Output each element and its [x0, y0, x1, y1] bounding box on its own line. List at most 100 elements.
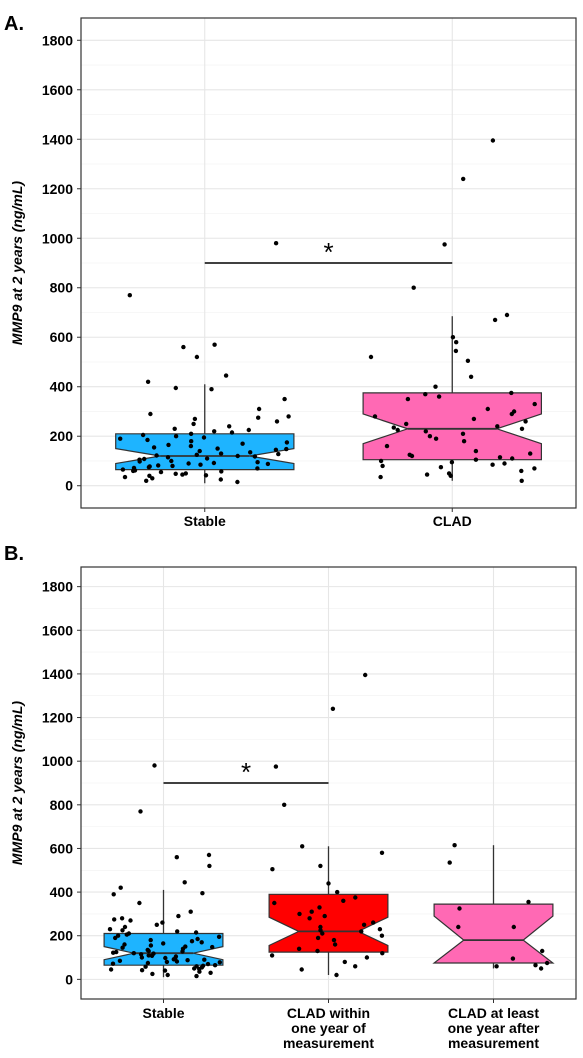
- data-point: [378, 474, 383, 480]
- data-point: [172, 426, 177, 431]
- data-point: [140, 432, 146, 438]
- data-point: [162, 968, 168, 973]
- data-point: [131, 468, 136, 474]
- data-point: [315, 948, 320, 954]
- data-point: [269, 953, 275, 958]
- data-point: [326, 881, 331, 886]
- data-point: [473, 448, 479, 454]
- data-point: [273, 764, 279, 769]
- data-point: [511, 924, 516, 930]
- data-point: [526, 899, 531, 905]
- x-tick-label-line: one year of: [291, 1020, 366, 1036]
- data-point: [282, 396, 287, 402]
- data-point: [461, 439, 467, 444]
- y-tick-label: 1800: [42, 32, 73, 48]
- data-point: [199, 940, 204, 945]
- data-point: [205, 961, 211, 967]
- data-point: [137, 459, 142, 464]
- y-tick-label: 1600: [42, 622, 73, 638]
- y-tick-label: 0: [65, 971, 73, 987]
- data-point: [174, 855, 179, 860]
- panel-label: A.: [4, 13, 24, 35]
- data-point: [145, 379, 151, 384]
- data-point: [165, 455, 171, 460]
- data-point: [227, 424, 232, 429]
- data-point: [363, 672, 368, 678]
- data-point: [131, 951, 136, 956]
- data-point: [272, 900, 277, 906]
- data-point: [307, 916, 312, 921]
- x-tick-label-line: measurement: [448, 1035, 539, 1051]
- data-point: [433, 384, 438, 389]
- y-tick-label: 1800: [42, 579, 73, 595]
- data-point: [270, 867, 275, 872]
- data-point: [509, 411, 514, 417]
- data-point: [240, 441, 245, 446]
- data-point: [165, 972, 170, 978]
- data-point: [256, 415, 261, 420]
- data-point: [148, 937, 153, 943]
- data-point: [317, 905, 322, 910]
- data-point: [113, 935, 118, 941]
- data-point: [180, 949, 185, 954]
- data-point: [473, 457, 479, 462]
- data-point: [359, 929, 364, 934]
- data-point: [361, 922, 367, 927]
- x-tick-label: CLAD within one year of measurement: [283, 1005, 374, 1051]
- data-point: [170, 463, 175, 469]
- data-point: [120, 928, 125, 933]
- y-tick-label: 400: [50, 379, 74, 395]
- data-point: [108, 967, 114, 972]
- data-point: [391, 425, 396, 430]
- data-point: [255, 460, 260, 465]
- data-point: [273, 241, 279, 246]
- data-point: [151, 445, 157, 450]
- x-tick-label-line: Stable: [184, 513, 226, 529]
- data-point: [300, 844, 305, 849]
- data-point: [194, 452, 199, 457]
- data-point: [309, 909, 314, 914]
- data-point: [189, 439, 194, 444]
- data-point: [510, 956, 516, 961]
- data-point: [198, 462, 203, 467]
- data-point: [112, 917, 117, 922]
- data-point: [143, 964, 148, 969]
- data-point: [173, 471, 178, 476]
- data-point: [173, 434, 179, 439]
- data-point: [284, 446, 289, 452]
- data-point: [148, 943, 154, 948]
- data-point: [185, 958, 190, 963]
- data-point: [299, 967, 304, 972]
- data-point: [456, 924, 461, 930]
- data-point: [215, 446, 220, 451]
- data-point: [461, 176, 466, 182]
- data-point: [145, 960, 151, 966]
- data-point: [201, 435, 207, 440]
- y-tick-label: 600: [50, 329, 74, 345]
- data-point: [188, 431, 194, 436]
- y-tick-label: 800: [50, 280, 74, 296]
- data-point: [175, 929, 180, 934]
- data-point: [404, 421, 409, 427]
- data-point: [154, 922, 159, 927]
- data-point: [371, 920, 376, 925]
- data-point: [149, 953, 155, 958]
- data-point: [211, 460, 217, 466]
- y-tick-label: 1400: [42, 131, 73, 147]
- data-point: [384, 443, 390, 449]
- data-point: [204, 456, 210, 461]
- data-point: [150, 971, 155, 977]
- data-point: [188, 443, 194, 449]
- data-point: [318, 924, 323, 930]
- data-point: [229, 430, 235, 435]
- data-point: [210, 944, 215, 950]
- x-tick-label-line: CLAD: [433, 513, 472, 529]
- data-point: [193, 930, 199, 935]
- data-point: [145, 437, 150, 443]
- data-point: [532, 401, 537, 407]
- data-point: [449, 460, 455, 465]
- x-tick-label-line: CLAD at least: [448, 1005, 539, 1021]
- data-point: [495, 424, 500, 429]
- data-point: [137, 900, 142, 906]
